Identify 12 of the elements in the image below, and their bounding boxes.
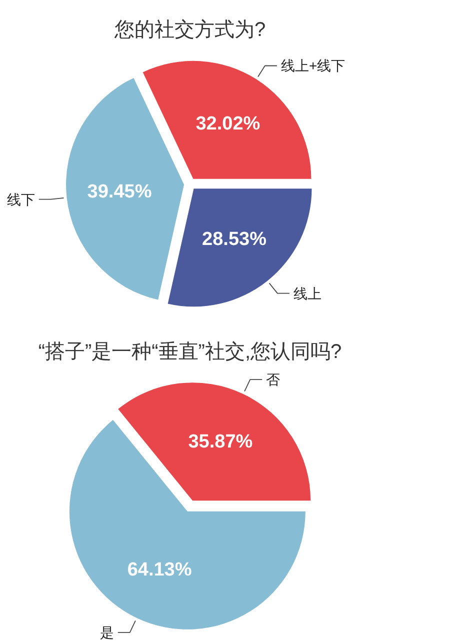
data-label: 32.02% <box>196 114 260 135</box>
slice-label: 线上+线下 <box>280 58 346 74</box>
data-label: 39.45% <box>87 181 152 202</box>
slice-label: 线下 <box>6 191 35 208</box>
data-label: 35.87% <box>188 431 253 452</box>
chart-title: “搭子”是一种“垂直”社交,您认同吗? <box>38 341 342 363</box>
chart-title: 您的社交方式为? <box>114 19 266 41</box>
data-label: 64.13% <box>127 560 192 581</box>
data-label: 28.53% <box>202 228 266 250</box>
slice-label: 否 <box>266 372 280 388</box>
slice-label: 是 <box>100 624 114 640</box>
slice-label: 线上 <box>293 285 322 302</box>
